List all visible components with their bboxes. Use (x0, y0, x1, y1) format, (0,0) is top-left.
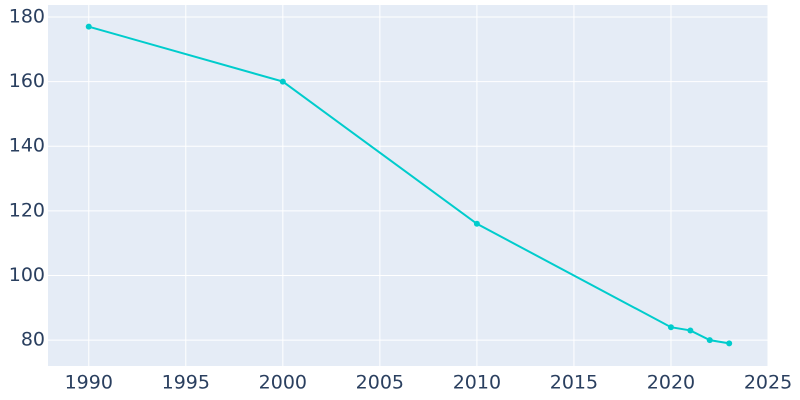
y-tick-label: 160 (9, 70, 45, 92)
y-tick-label: 140 (9, 135, 45, 157)
point (85, 23, 92, 30)
x-tick-label: 2015 (550, 372, 598, 394)
point (279, 78, 286, 85)
x-tick-label: 2000 (259, 372, 307, 394)
y-tick-label: 180 (9, 5, 45, 27)
plot-area (48, 5, 768, 366)
x-tick-label: 1995 (162, 372, 210, 394)
x-tick-label: 2005 (356, 372, 404, 394)
y-tick-label: 100 (9, 264, 45, 286)
point (473, 220, 480, 227)
point (706, 337, 713, 344)
point (687, 327, 694, 334)
x-tick-label: 2025 (744, 372, 792, 394)
y-tick-label: 80 (21, 329, 45, 351)
y-tick-label: 120 (9, 199, 45, 221)
point (726, 340, 733, 347)
x-tick-label: 1990 (65, 372, 113, 394)
x-tick-label: 2010 (453, 372, 501, 394)
x-tick-label: 2020 (647, 372, 695, 394)
point (667, 324, 674, 331)
